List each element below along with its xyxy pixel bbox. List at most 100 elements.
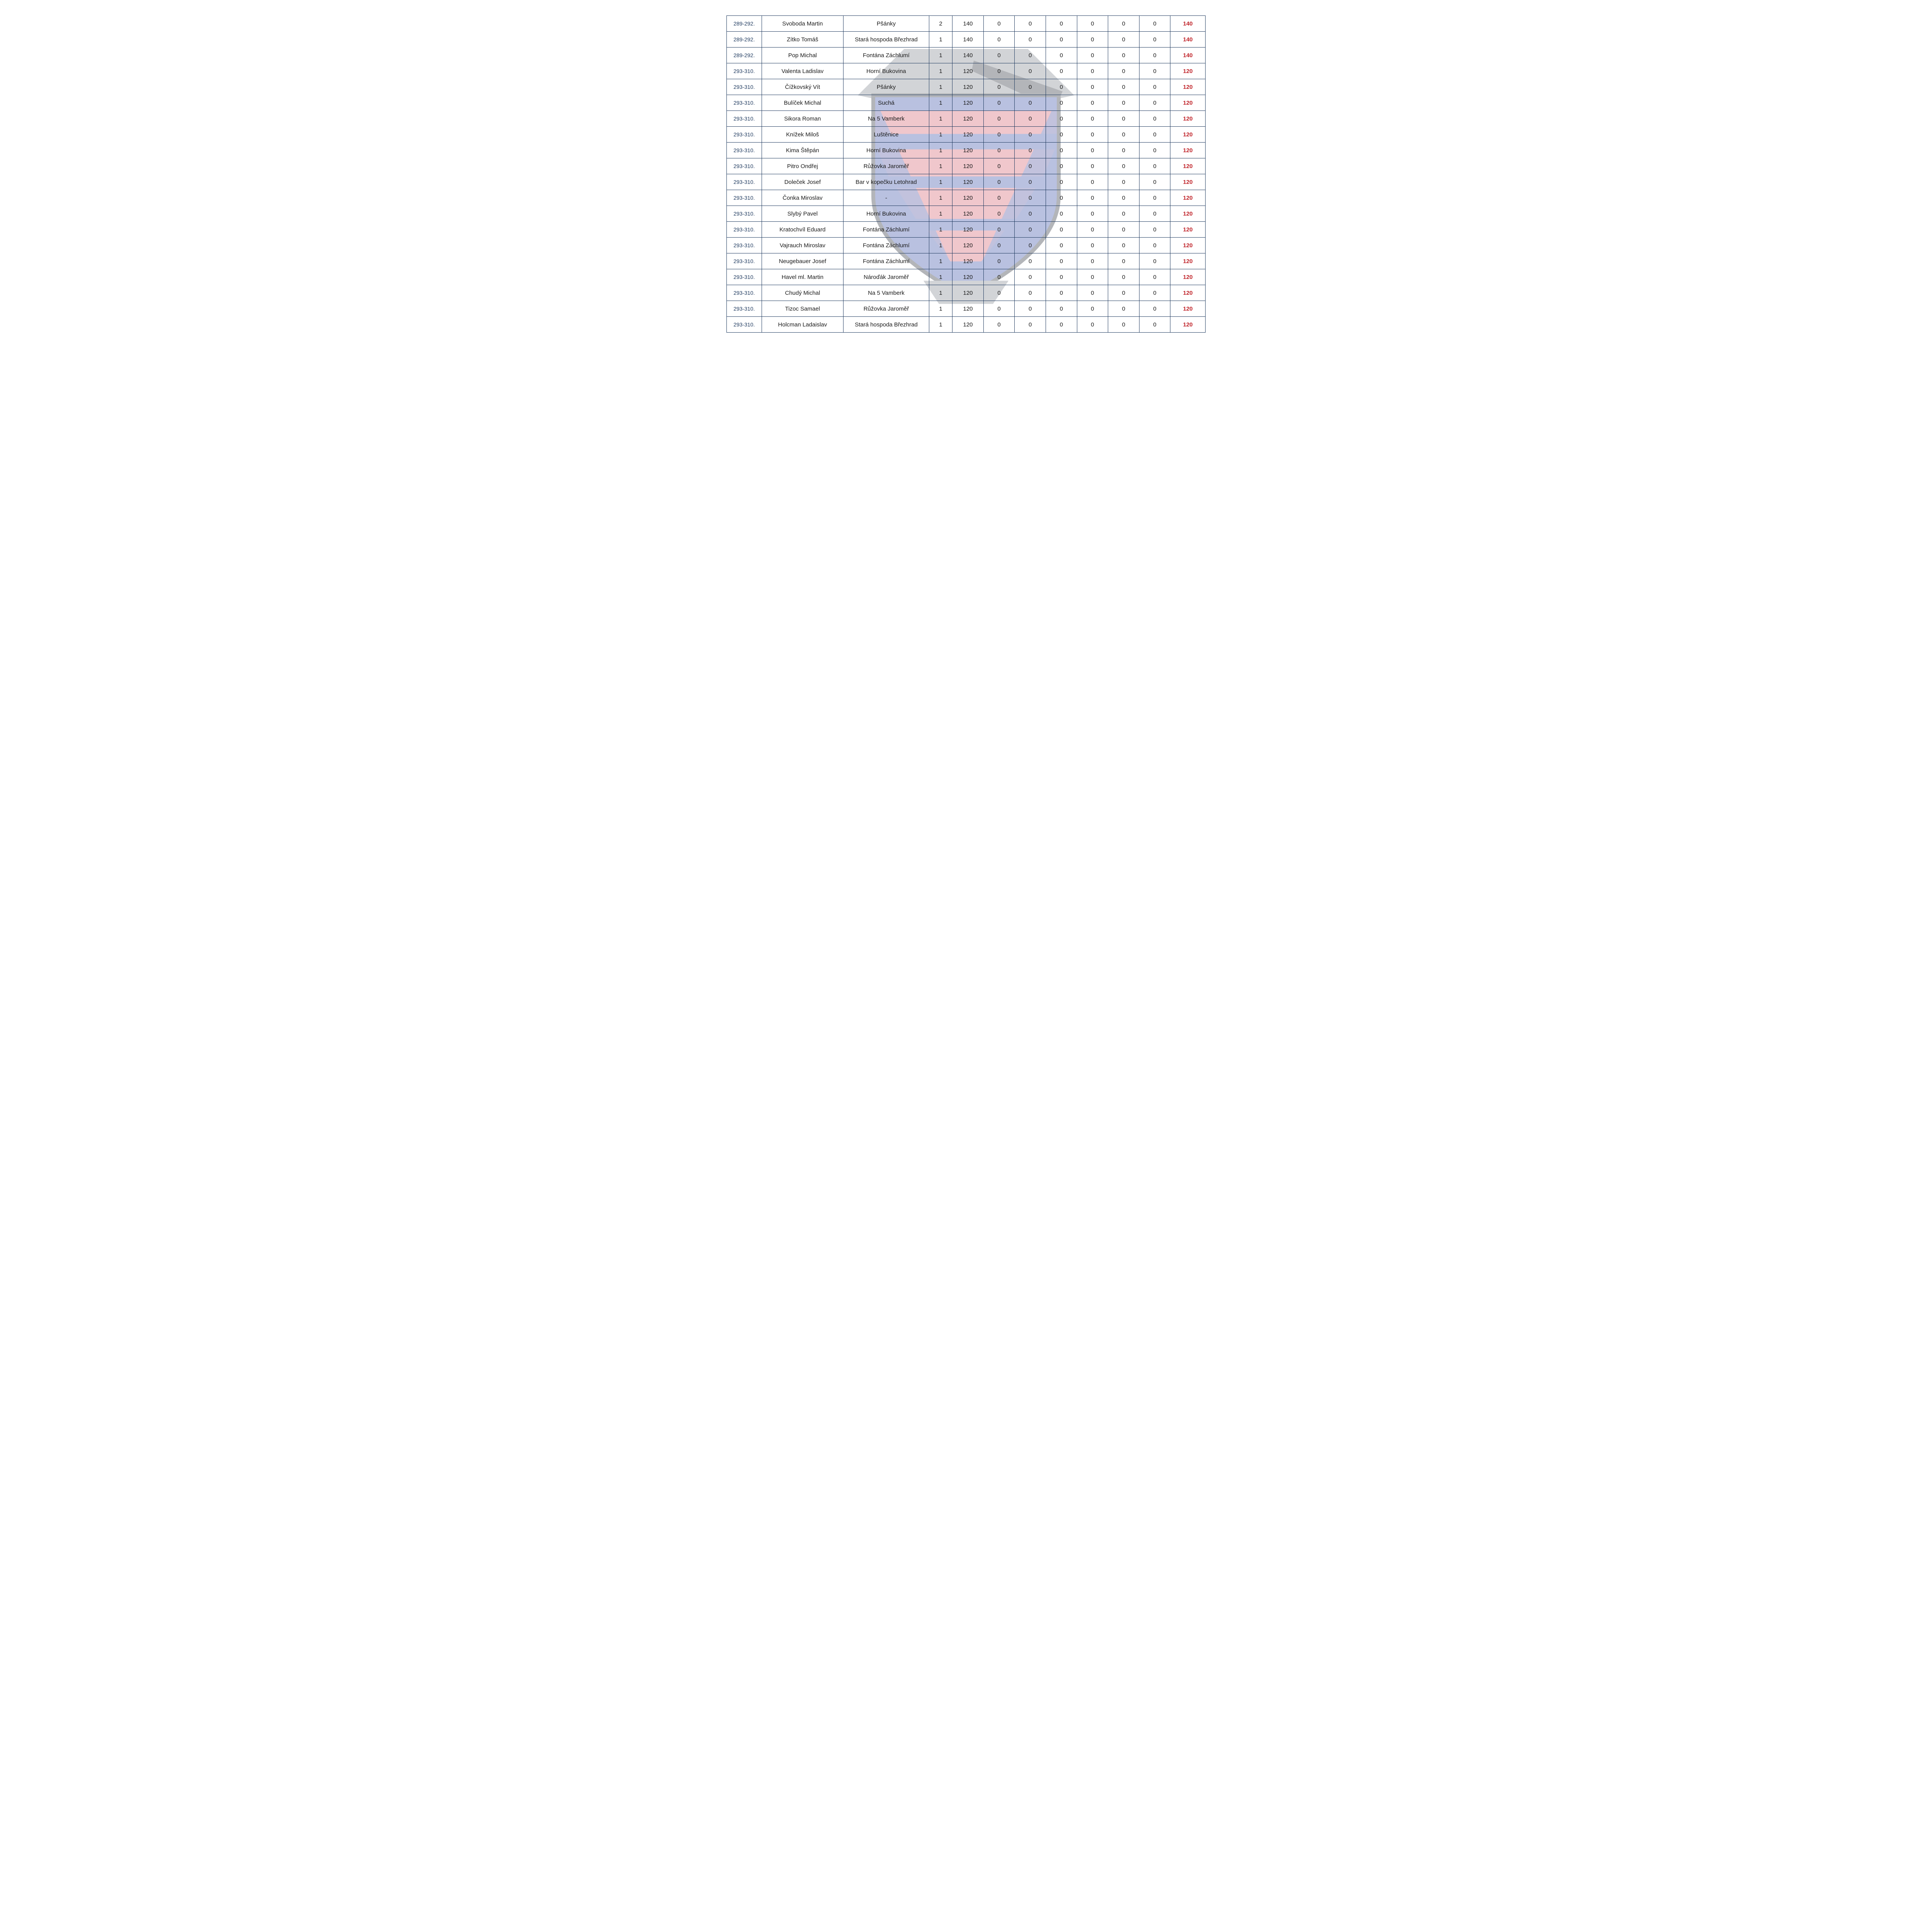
value-cell: 0 bbox=[1046, 238, 1077, 253]
team-cell: Luštěnice bbox=[844, 127, 929, 143]
value-cell: 0 bbox=[1015, 111, 1046, 127]
value-cell: 120 bbox=[952, 222, 984, 238]
team-cell: Suchá bbox=[844, 95, 929, 111]
value-cell: 0 bbox=[1077, 285, 1108, 301]
name-cell: Kima Štěpán bbox=[762, 143, 844, 158]
value-cell: 0 bbox=[1077, 238, 1108, 253]
total-cell: 120 bbox=[1170, 79, 1206, 95]
value-cell: 1 bbox=[929, 238, 952, 253]
value-cell: 0 bbox=[1015, 285, 1046, 301]
value-cell: 0 bbox=[1015, 206, 1046, 222]
name-cell: Kratochvíl Eduard bbox=[762, 222, 844, 238]
total-cell: 120 bbox=[1170, 63, 1206, 79]
value-cell: 0 bbox=[1108, 16, 1139, 32]
value-cell: 120 bbox=[952, 206, 984, 222]
rank-cell: 293-310. bbox=[727, 238, 762, 253]
value-cell: 0 bbox=[1139, 301, 1170, 317]
value-cell: 120 bbox=[952, 127, 984, 143]
value-cell: 120 bbox=[952, 95, 984, 111]
page: 289-292.Svoboda MartinPšánky214000000014… bbox=[719, 0, 1213, 356]
value-cell: 1 bbox=[929, 222, 952, 238]
value-cell: 1 bbox=[929, 285, 952, 301]
table-row: 293-310.Slybý PavelHorní Bukovina1120000… bbox=[727, 206, 1206, 222]
value-cell: 0 bbox=[1077, 206, 1108, 222]
value-cell: 0 bbox=[1077, 222, 1108, 238]
name-cell: Doleček Josef bbox=[762, 174, 844, 190]
rank-cell: 293-310. bbox=[727, 222, 762, 238]
name-cell: Neugebauer Josef bbox=[762, 253, 844, 269]
team-cell: Horní Bukovina bbox=[844, 63, 929, 79]
team-cell: Nároďák Jaroměř bbox=[844, 269, 929, 285]
table-row: 293-310.Kima ŠtěpánHorní Bukovina1120000… bbox=[727, 143, 1206, 158]
value-cell: 0 bbox=[983, 269, 1015, 285]
value-cell: 120 bbox=[952, 79, 984, 95]
total-cell: 120 bbox=[1170, 174, 1206, 190]
team-cell: Stará hospoda Březhrad bbox=[844, 32, 929, 48]
value-cell: 0 bbox=[1015, 32, 1046, 48]
team-cell: Růžovka Jaroměř bbox=[844, 158, 929, 174]
value-cell: 0 bbox=[983, 127, 1015, 143]
value-cell: 1 bbox=[929, 95, 952, 111]
value-cell: 0 bbox=[983, 285, 1015, 301]
value-cell: 0 bbox=[983, 16, 1015, 32]
total-cell: 140 bbox=[1170, 16, 1206, 32]
name-cell: Pop Michal bbox=[762, 48, 844, 63]
value-cell: 0 bbox=[1108, 222, 1139, 238]
value-cell: 0 bbox=[1015, 317, 1046, 333]
value-cell: 0 bbox=[1139, 32, 1170, 48]
team-cell: Na 5 Vamberk bbox=[844, 285, 929, 301]
value-cell: 0 bbox=[1139, 111, 1170, 127]
value-cell: 0 bbox=[983, 238, 1015, 253]
rank-cell: 293-310. bbox=[727, 143, 762, 158]
rank-cell: 293-310. bbox=[727, 285, 762, 301]
value-cell: 0 bbox=[1139, 253, 1170, 269]
value-cell: 0 bbox=[1139, 222, 1170, 238]
value-cell: 1 bbox=[929, 32, 952, 48]
value-cell: 120 bbox=[952, 285, 984, 301]
value-cell: 0 bbox=[1139, 174, 1170, 190]
value-cell: 1 bbox=[929, 111, 952, 127]
value-cell: 0 bbox=[1046, 32, 1077, 48]
value-cell: 0 bbox=[1108, 238, 1139, 253]
value-cell: 0 bbox=[1046, 317, 1077, 333]
total-cell: 120 bbox=[1170, 158, 1206, 174]
value-cell: 0 bbox=[1046, 190, 1077, 206]
value-cell: 0 bbox=[1015, 143, 1046, 158]
rank-cell: 293-310. bbox=[727, 269, 762, 285]
name-cell: Havel ml. Martin bbox=[762, 269, 844, 285]
value-cell: 0 bbox=[983, 301, 1015, 317]
team-cell: Fontána Záchlumí bbox=[844, 48, 929, 63]
value-cell: 0 bbox=[1046, 48, 1077, 63]
value-cell: 0 bbox=[1046, 79, 1077, 95]
value-cell: 1 bbox=[929, 190, 952, 206]
value-cell: 140 bbox=[952, 16, 984, 32]
value-cell: 0 bbox=[1077, 111, 1108, 127]
name-cell: Tizoc Samael bbox=[762, 301, 844, 317]
value-cell: 0 bbox=[1077, 32, 1108, 48]
value-cell: 0 bbox=[1108, 63, 1139, 79]
value-cell: 0 bbox=[1046, 95, 1077, 111]
value-cell: 120 bbox=[952, 269, 984, 285]
total-cell: 140 bbox=[1170, 48, 1206, 63]
value-cell: 0 bbox=[1139, 95, 1170, 111]
total-cell: 120 bbox=[1170, 238, 1206, 253]
total-cell: 120 bbox=[1170, 285, 1206, 301]
value-cell: 0 bbox=[1139, 269, 1170, 285]
value-cell: 0 bbox=[1015, 301, 1046, 317]
total-cell: 120 bbox=[1170, 190, 1206, 206]
name-cell: Slybý Pavel bbox=[762, 206, 844, 222]
value-cell: 120 bbox=[952, 158, 984, 174]
results-table: 289-292.Svoboda MartinPšánky214000000014… bbox=[726, 15, 1206, 333]
value-cell: 0 bbox=[1046, 63, 1077, 79]
table-row: 293-310.Kratochvíl EduardFontána Záchlum… bbox=[727, 222, 1206, 238]
team-cell: Horní Bukovina bbox=[844, 143, 929, 158]
value-cell: 2 bbox=[929, 16, 952, 32]
value-cell: 0 bbox=[1139, 48, 1170, 63]
value-cell: 0 bbox=[983, 190, 1015, 206]
name-cell: Vajrauch Miroslav bbox=[762, 238, 844, 253]
team-cell: Pšánky bbox=[844, 16, 929, 32]
value-cell: 0 bbox=[1015, 269, 1046, 285]
value-cell: 0 bbox=[983, 206, 1015, 222]
name-cell: Chudý Michal bbox=[762, 285, 844, 301]
table-row: 289-292.Svoboda MartinPšánky214000000014… bbox=[727, 16, 1206, 32]
